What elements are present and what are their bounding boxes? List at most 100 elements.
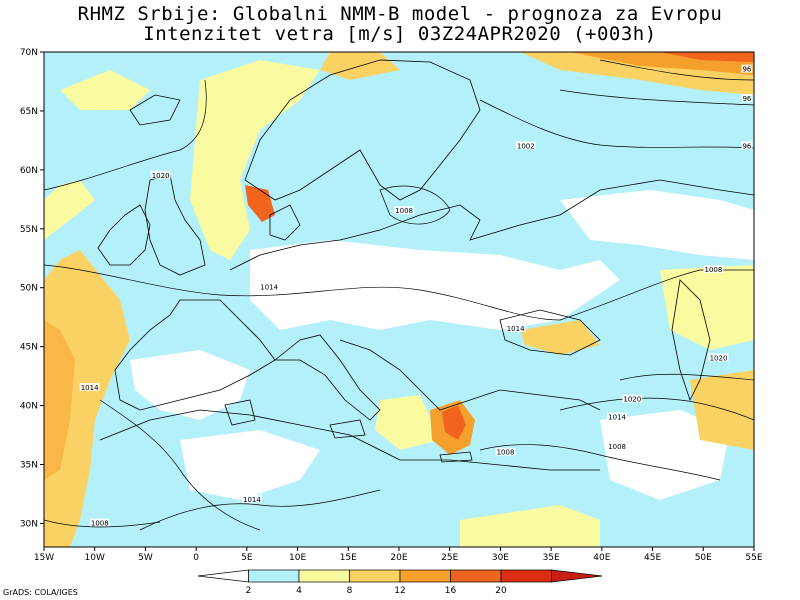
lon-tick-label: 10W <box>85 553 105 563</box>
lat-tick-label: 30N <box>20 519 38 529</box>
isobar-label: 1014 <box>608 413 626 421</box>
isobar-label: 1008 <box>608 443 626 451</box>
wind-africa-calm <box>180 430 320 500</box>
title-line-2: Intenzitet vetra [m/s] 03Z24APR2020 (+00… <box>143 23 657 45</box>
lon-tick-label: 55E <box>745 553 762 563</box>
wind-northsea-yellow <box>190 60 320 260</box>
isobar-label: 1002 <box>517 142 535 150</box>
lat-tick-label: 70N <box>20 48 38 58</box>
colorbar-label: 2 <box>246 586 252 596</box>
lon-tick-label: 50E <box>695 553 712 563</box>
coastlines <box>97 59 754 471</box>
isobar-label: 96 <box>742 66 751 74</box>
coast-scandinavia <box>244 59 481 201</box>
colorbar-label: 8 <box>347 586 353 596</box>
lat-tick-label: 45N <box>20 343 38 353</box>
coast-caspian <box>671 279 711 402</box>
colorbar: 2 4 8 12 16 20 <box>197 569 603 596</box>
coast-north-europe <box>229 179 754 271</box>
isobar-label-bg <box>79 382 100 391</box>
wind-caspian-yellow <box>660 265 754 350</box>
isobar-label: 1014 <box>243 496 261 504</box>
isobar-label: 1008 <box>497 449 515 457</box>
coast-north-africa <box>99 409 600 471</box>
latitude-axis: 70N 65N 60N 55N 50N 45N 40N 35N 30N <box>20 48 44 529</box>
colorbar-label: 12 <box>394 586 405 596</box>
coast-sardinia <box>224 399 256 426</box>
lat-tick-label: 35N <box>20 461 38 471</box>
lat-tick-label: 65N <box>20 107 38 117</box>
lon-tick-label: 5W <box>138 553 153 563</box>
isobar-1008-southwest <box>44 519 161 528</box>
isobar-1020-east <box>619 373 754 381</box>
wind-aegean-red <box>442 405 466 440</box>
isobar-1014-east <box>559 397 754 421</box>
lon-tick-label: 45E <box>644 553 661 563</box>
isobar-label: 1008 <box>395 207 413 215</box>
lon-tick-label: 35E <box>543 553 560 563</box>
lon-tick-label: 25E <box>441 553 458 563</box>
colorbar-segment <box>248 569 300 583</box>
wind-blacksea-yellow <box>520 320 600 355</box>
isobar-label: 1020 <box>623 396 641 404</box>
lat-tick-label: 60N <box>20 166 38 176</box>
wind-field <box>44 52 754 547</box>
isobars <box>44 59 754 531</box>
isobar-label-bg <box>741 64 753 73</box>
isobar-1014-west <box>99 399 261 531</box>
isobar-label: 1020 <box>710 354 728 362</box>
coast-denmark <box>269 204 301 241</box>
coast-black-sea <box>499 309 601 356</box>
coast-sicily <box>329 419 366 439</box>
credit-text: GrADS: COLA/IGES <box>3 588 78 597</box>
isobar-label: 1008 <box>705 266 723 274</box>
isobar-label-bg <box>394 206 415 215</box>
wind-iberia-calm <box>130 350 250 420</box>
isobar-label-bg <box>741 141 753 150</box>
coast-crete <box>439 451 473 463</box>
coast-ireland <box>97 204 151 266</box>
isobar-labels: 1020 1014 1014 1008 1002 1008 1020 1020 1014 1008… <box>79 64 753 527</box>
coast-iberia-france <box>114 299 276 411</box>
colorbar-segment <box>298 569 350 583</box>
wind-atlantic-orange <box>44 320 75 480</box>
lat-tick-label: 40N <box>20 402 38 412</box>
isobar-label-bg <box>607 412 628 421</box>
isobar-label-bg <box>241 494 262 503</box>
isobar-1014-africa <box>139 489 381 531</box>
wind-iceland-yellow <box>60 70 150 110</box>
wind-arctic-red <box>660 52 754 62</box>
isobar-label: 1008 <box>91 519 109 527</box>
isobar-label-bg <box>259 282 280 291</box>
isobar-1002-north <box>479 99 754 149</box>
colorbar-segment <box>349 569 401 583</box>
colorbar-label: 16 <box>445 586 457 596</box>
isobar-label-bg <box>150 170 171 179</box>
lon-tick-label: 15W <box>34 553 54 563</box>
coast-italy <box>273 334 381 421</box>
isobar-label: 1014 <box>81 384 99 392</box>
isobar-1020-north <box>44 79 207 191</box>
isobar-label-bg <box>515 141 536 150</box>
wind-east-yellow <box>690 370 754 450</box>
wind-atlantic-yellow <box>44 250 130 547</box>
wind-ionian-yellow <box>375 395 440 450</box>
isobar-label-bg <box>89 518 110 527</box>
colorbar-label: 4 <box>296 586 302 596</box>
colorbar-segment <box>450 569 502 583</box>
isobar-label-bg <box>708 353 729 362</box>
lon-tick-label: 5E <box>241 553 253 563</box>
isobar-label: 1014 <box>507 325 525 333</box>
longitude-axis: 15W 10W 5W 0 5E 10E 15E 20E 25E 30E 35E 40E 45E 50E 55… <box>34 547 763 563</box>
lon-tick-label: 20E <box>390 553 407 563</box>
isobar-label-bg <box>703 265 724 274</box>
colorbar-segment <box>500 569 552 583</box>
isobar-arctic-1 <box>599 59 754 81</box>
lon-tick-label: 0 <box>193 553 199 563</box>
lon-tick-label: 30E <box>492 553 509 563</box>
isobar-label: 1020 <box>152 172 170 180</box>
wind-atlantic-north-yellow <box>44 180 95 240</box>
wind-central-calm <box>250 240 620 330</box>
isobar-label: 1014 <box>260 284 278 292</box>
